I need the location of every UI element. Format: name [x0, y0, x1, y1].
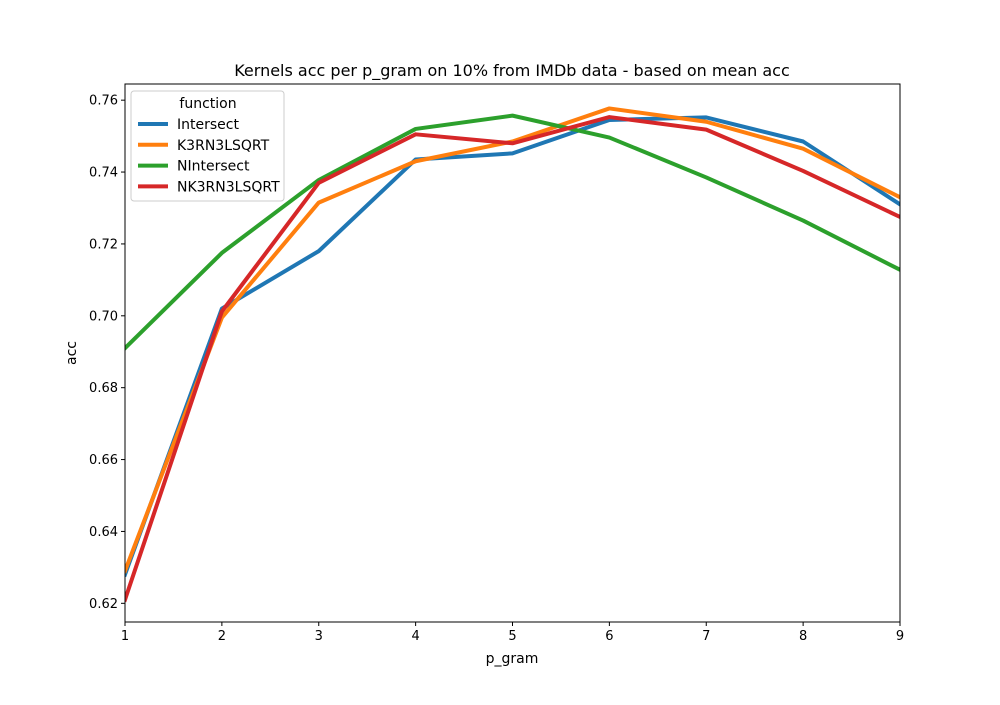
- plot-area: [124, 83, 901, 623]
- legend-label-nk3rn3lsqrt: NK3RN3LSQRT: [177, 179, 280, 195]
- series-line-nintersect: [125, 113, 900, 351]
- x-tick-label: 1: [121, 629, 129, 644]
- x-axis-ticks: 1 2 3 4 5 6 7 8 9: [121, 622, 904, 644]
- legend: function Intersect K3RN3LSQRT NIntersect NK…: [130, 90, 285, 202]
- series-lines: [125, 106, 900, 603]
- series-line-nk3rn3lsqrt: [125, 115, 900, 603]
- x-axis-label: p_gram: [486, 651, 539, 667]
- x-tick-label: 4: [411, 629, 419, 644]
- legend-title: function: [179, 96, 236, 112]
- legend-box: [130, 90, 285, 202]
- x-tick-label: 6: [605, 629, 613, 644]
- chart-title: Kernels acc per p_gram on 10% from IMDb …: [234, 61, 790, 81]
- y-tick-label: 0.66: [89, 453, 118, 468]
- series-line-intersect: [125, 115, 900, 578]
- legend-label-k3rn3lsqrt: K3RN3LSQRT: [177, 138, 270, 154]
- y-tick-label: 0.72: [89, 237, 118, 252]
- x-tick-label: 2: [218, 629, 226, 644]
- x-tick-label: 7: [702, 629, 710, 644]
- y-tick-label: 0.68: [89, 381, 118, 396]
- legend-label-nintersect: NIntersect: [177, 159, 250, 175]
- y-tick-label: 0.76: [89, 94, 118, 109]
- y-axis-label: acc: [64, 341, 80, 365]
- legend-entries: Intersect K3RN3LSQRT NIntersect NK3RN3LSQRT: [138, 117, 280, 195]
- y-axis-ticks: 0.62 0.64 0.66 0.68 0.70 0.72 0.74 0.76: [89, 94, 125, 612]
- x-tick-label: 5: [508, 629, 516, 644]
- y-tick-label: 0.74: [89, 166, 118, 181]
- x-tick-label: 9: [896, 629, 904, 644]
- x-tick-label: 3: [315, 629, 323, 644]
- y-tick-label: 0.62: [89, 597, 118, 612]
- x-tick-label: 8: [799, 629, 807, 644]
- y-tick-label: 0.70: [89, 309, 118, 324]
- y-tick-label: 0.64: [89, 525, 118, 540]
- legend-label-intersect: Intersect: [177, 117, 239, 133]
